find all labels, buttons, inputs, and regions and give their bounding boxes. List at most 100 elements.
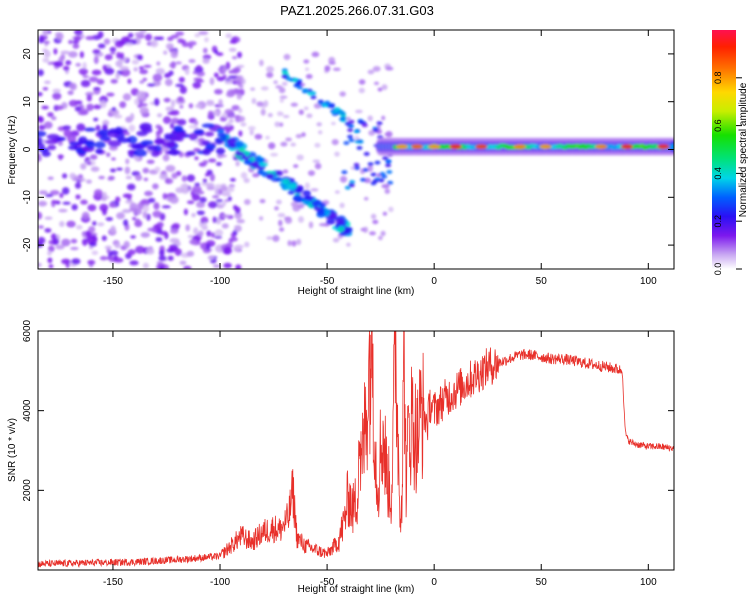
spectrogram-blob [221, 223, 229, 229]
spectrogram-blob [70, 246, 79, 251]
spectrogram-blob [188, 103, 194, 109]
spectrogram-blob [110, 225, 116, 234]
spectrogram-blob [43, 121, 53, 129]
spectrogram-blob [252, 173, 260, 178]
spectrogram-blob [93, 189, 103, 197]
spectrogram-blob [74, 106, 82, 112]
spectrogram-blob [228, 75, 238, 79]
spectrogram-blob [142, 77, 148, 82]
spectrogram-blob [310, 188, 319, 192]
spectrogram-blob [67, 90, 74, 96]
spectrogram-blob [657, 144, 670, 150]
spectrogram-blob [115, 72, 120, 80]
spectrogram-blob [244, 241, 250, 248]
spectrogram-blob [147, 197, 156, 203]
spectrogram-blob [155, 67, 165, 75]
spectrogram-blob [139, 103, 148, 107]
spectrogram-blob [179, 104, 184, 109]
spectrogram-blob [38, 190, 48, 195]
spectrogram-blob [139, 107, 149, 115]
spectrogram-blob [92, 49, 101, 54]
spectrogram-blob [46, 133, 60, 140]
spectrogram-blob [266, 72, 274, 78]
spectrogram-blob [164, 78, 173, 87]
spectrogram-blob [164, 72, 171, 79]
spectrogram-blob [324, 100, 331, 105]
spectrogram-blob [38, 236, 46, 244]
spectrogram-blob [55, 244, 65, 250]
spectrogram-blob [199, 196, 207, 203]
spectrogram-blob [95, 124, 101, 131]
spectrogram-blob [174, 248, 182, 256]
spectrogram-blob [93, 117, 99, 122]
spectrogram-blob [370, 181, 377, 186]
spectrogram-blob [266, 66, 275, 73]
snr-line [38, 331, 674, 568]
spectrogram-blob [210, 232, 216, 238]
y-tick-label: -10 [22, 190, 33, 205]
spectrogram-blob [250, 87, 256, 91]
spectrogram-blob [206, 243, 211, 251]
spectrogram-blob [48, 264, 54, 269]
spectrogram-blob [381, 84, 388, 91]
spectrogram-blob [294, 187, 303, 194]
spectrogram-blob [119, 66, 129, 71]
spectrogram-blob [105, 216, 114, 222]
spectrogram-blob [96, 78, 105, 85]
spectrogram-blob [68, 83, 76, 89]
spectrogram-blob [194, 156, 199, 161]
spectrogram-blob [213, 72, 219, 78]
spectrogram-blob [116, 51, 121, 59]
spectrogram-blob [124, 199, 134, 204]
spectrogram-blob [396, 144, 408, 150]
spectrogram-blob [276, 170, 284, 177]
spectrogram-blob [193, 148, 201, 152]
spectrogram-blob [194, 33, 201, 38]
spectrogram-blob [154, 166, 161, 172]
spectrogram-blob [185, 150, 196, 156]
spectrogram-blob [110, 78, 118, 84]
spectrogram-blob [215, 216, 222, 225]
spectrogram-blob [102, 124, 108, 131]
spectrogram-blob [104, 245, 113, 250]
spectrogram-blob [228, 143, 237, 149]
spectrogram-blob [129, 112, 135, 121]
spectrogram-blob [128, 124, 136, 132]
spectrogram-blob [127, 78, 132, 85]
spectrogram-blob [229, 40, 237, 44]
spectrogram-blob [215, 199, 224, 203]
spectrogram-blob [181, 175, 188, 182]
spectrogram-blob [47, 112, 54, 118]
spectrogram-blob [302, 189, 311, 197]
spectrogram-blob [324, 210, 331, 216]
spectrogram-blob [382, 211, 388, 216]
spectrogram-blob [334, 107, 341, 112]
spectrogram-blob [152, 210, 162, 218]
spectrogram-blob [279, 95, 288, 99]
x-tick-label: 100 [640, 276, 657, 287]
spectrogram-blob [74, 30, 83, 36]
spectrogram-blob [110, 168, 116, 173]
spectrogram-blob [220, 134, 228, 141]
spectrogram-blob [101, 197, 107, 202]
spectrogram-blob [214, 229, 224, 237]
snr-xlabel: Height of straight line (km) [298, 584, 415, 595]
spectrogram-blob [57, 141, 63, 146]
spectrogram-blob [158, 255, 167, 262]
spectrogram-blob [45, 193, 54, 198]
spectrogram-blob [293, 194, 303, 201]
spectrogram-blob [334, 190, 340, 194]
spectrogram-blob [59, 220, 65, 228]
spectrogram-blob [104, 54, 113, 61]
spectrogram-blob [99, 255, 108, 261]
spectrogram-blob [38, 91, 43, 97]
spectrogram-blob [87, 204, 97, 212]
spectrogram-blob [176, 119, 187, 126]
spectrogram-blob [86, 140, 96, 149]
spectrogram-blob [152, 73, 163, 82]
spectrogram-blob [91, 250, 99, 255]
spectrogram-blob [382, 183, 390, 189]
spectrogram-blob [110, 51, 116, 55]
spectrogram-blob [146, 159, 155, 165]
spectrogram-blob [339, 175, 348, 183]
